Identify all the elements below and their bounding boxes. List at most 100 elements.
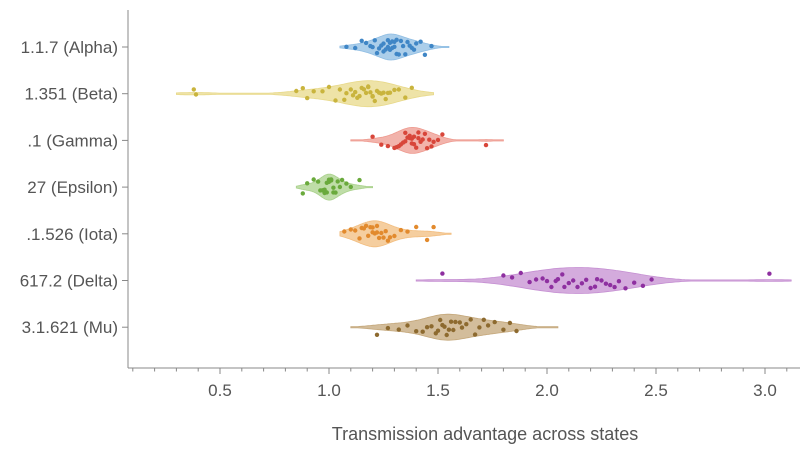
data-point	[392, 87, 397, 93]
data-point	[420, 137, 425, 142]
data-point	[575, 284, 580, 290]
data-point	[424, 146, 430, 151]
data-point	[357, 93, 362, 99]
data-point	[368, 90, 373, 95]
data-point	[329, 177, 334, 182]
category-labels: 1.1.7 (Alpha) 1.351 (Beta) .1 (Gamma) 27 (E…	[20, 38, 118, 337]
data-point	[392, 44, 397, 49]
data-point	[414, 41, 419, 46]
data-point	[353, 89, 358, 95]
violin-shape	[176, 80, 434, 108]
data-point	[411, 142, 417, 147]
data-point	[374, 332, 380, 337]
violins-layer	[176, 33, 792, 341]
data-point	[549, 284, 554, 290]
data-point	[344, 181, 349, 186]
data-point	[438, 317, 443, 323]
data-point	[588, 285, 593, 291]
data-point	[337, 87, 343, 92]
data-point	[326, 84, 332, 90]
data-point	[379, 142, 384, 147]
data-point	[440, 271, 445, 276]
data-point	[344, 91, 349, 96]
data-point	[363, 40, 369, 46]
violin-shape	[350, 313, 559, 341]
data-point	[429, 144, 434, 149]
violin-shape	[350, 127, 504, 154]
data-point	[372, 98, 377, 104]
data-point	[193, 92, 199, 97]
data-point	[640, 283, 646, 288]
data-point	[348, 227, 353, 232]
data-point	[533, 277, 539, 282]
data-point	[379, 230, 384, 236]
data-point	[424, 237, 430, 243]
data-point	[767, 271, 772, 276]
data-point	[603, 281, 609, 286]
data-point	[305, 181, 310, 186]
data-point	[383, 96, 388, 102]
data-point	[394, 37, 399, 42]
data-point	[353, 228, 358, 233]
data-point	[442, 324, 447, 329]
data-point	[501, 273, 506, 278]
data-point	[481, 317, 486, 322]
category-label: 1.351 (Beta)	[24, 85, 118, 104]
data-point	[540, 276, 545, 281]
data-point	[381, 90, 386, 95]
data-point	[335, 179, 340, 184]
data-point	[435, 328, 441, 333]
data-point	[448, 319, 454, 324]
category-label: .1.526 (Iota)	[26, 225, 118, 244]
data-point	[411, 47, 417, 52]
data-point	[612, 284, 617, 290]
data-point	[374, 50, 380, 56]
data-point	[366, 233, 371, 238]
category-label: 27 (Epsilon)	[27, 178, 118, 197]
data-point	[305, 95, 310, 101]
data-point	[359, 38, 364, 43]
data-point	[398, 227, 404, 233]
data-point	[396, 52, 401, 57]
data-point	[409, 85, 414, 91]
x-tick-label: 3.0	[753, 381, 777, 400]
data-point	[372, 38, 377, 43]
data-point	[383, 229, 388, 234]
data-point	[477, 325, 482, 330]
data-point	[366, 84, 371, 89]
data-point	[342, 229, 347, 234]
data-point	[555, 277, 561, 282]
data-point	[387, 90, 393, 95]
data-point	[457, 320, 462, 325]
data-point	[370, 134, 375, 139]
data-point	[579, 281, 585, 286]
data-point	[560, 272, 565, 277]
data-point	[374, 223, 380, 229]
data-point	[344, 44, 349, 49]
data-point	[396, 87, 401, 92]
x-tick-label: 2.0	[535, 381, 559, 400]
data-point	[361, 87, 367, 92]
data-point	[381, 41, 386, 46]
data-point	[405, 39, 410, 45]
data-point	[403, 139, 408, 144]
data-point	[398, 38, 404, 44]
data-point	[623, 286, 628, 291]
data-point	[649, 277, 654, 282]
data-point	[370, 93, 375, 99]
data-point	[509, 275, 515, 280]
data-point	[440, 132, 445, 137]
data-point	[424, 325, 430, 330]
data-point	[468, 317, 473, 322]
data-point	[435, 137, 441, 143]
x-tick-label: 0.5	[208, 381, 232, 400]
data-point	[294, 88, 299, 94]
data-point	[414, 224, 419, 230]
data-point	[459, 325, 465, 330]
data-point	[331, 185, 336, 190]
data-point	[385, 238, 391, 243]
data-point	[392, 233, 397, 239]
data-point	[357, 177, 362, 183]
data-point	[429, 324, 434, 329]
